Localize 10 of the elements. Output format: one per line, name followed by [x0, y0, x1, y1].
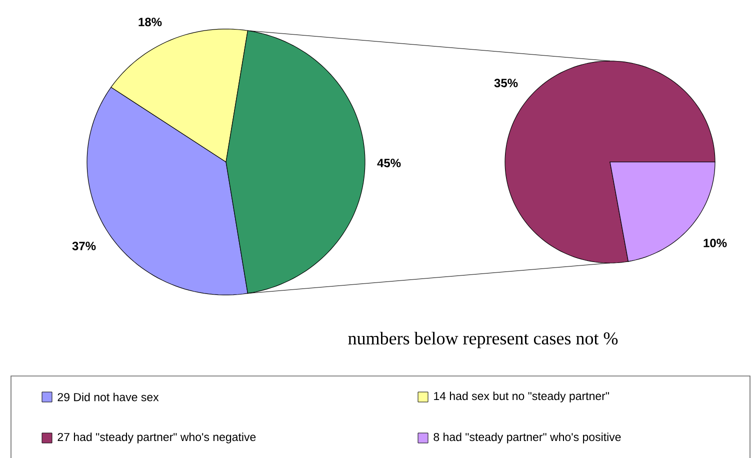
legend-label: 27 had "steady partner" who's negative [58, 432, 256, 444]
legend-label: 8 had "steady partner" who's positive [434, 432, 621, 444]
data-label: 18% [138, 18, 162, 26]
data-label: 35% [494, 78, 518, 88]
data-label: 37% [72, 242, 96, 250]
text: numbers below represent cases not % [348, 332, 618, 348]
legend-label: 29 Did not have sex [58, 392, 159, 402]
data-label: 10% [704, 238, 727, 248]
data-label: 45% [377, 158, 401, 168]
legend-label: 14 had sex but no "steady partner" [434, 392, 609, 402]
